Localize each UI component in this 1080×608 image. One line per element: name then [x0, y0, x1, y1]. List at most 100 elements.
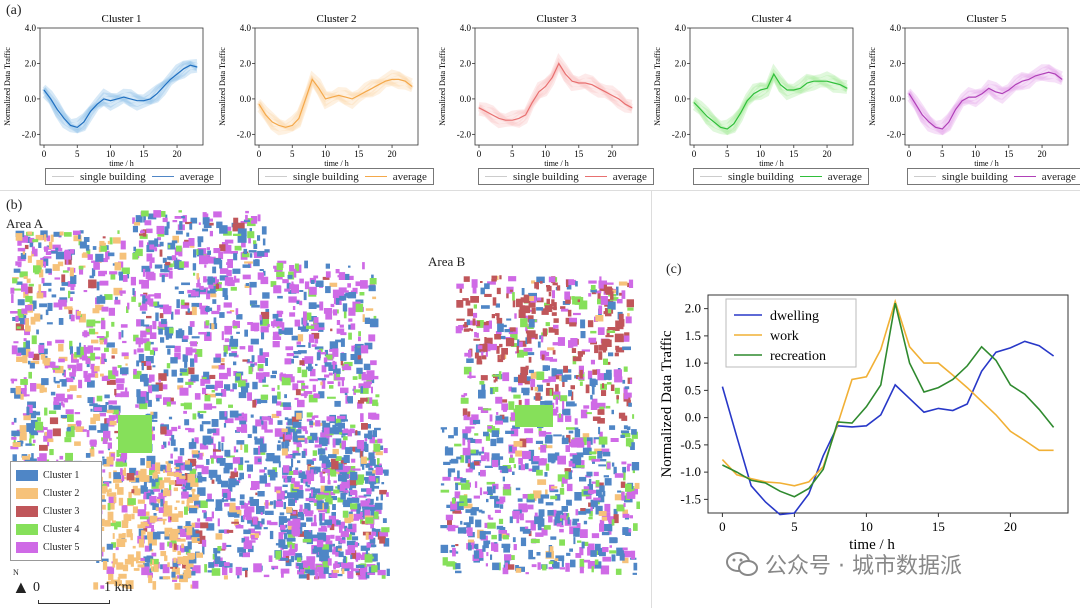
building [135, 470, 139, 476]
building [589, 509, 593, 517]
building [579, 381, 583, 386]
building [284, 490, 288, 494]
building [184, 462, 191, 470]
building [226, 529, 234, 533]
building [349, 485, 353, 491]
building [215, 474, 221, 482]
building [93, 262, 100, 270]
building [53, 401, 60, 405]
building [365, 471, 373, 476]
building [167, 256, 172, 260]
building [196, 283, 201, 288]
building [146, 365, 152, 370]
building [234, 415, 243, 421]
building [39, 269, 44, 278]
building [587, 543, 595, 551]
building [303, 291, 307, 301]
building [48, 241, 53, 249]
building [371, 531, 377, 536]
building [229, 502, 236, 508]
building [495, 420, 503, 425]
building [100, 245, 107, 252]
building [11, 421, 15, 425]
building [194, 522, 201, 528]
building [20, 253, 27, 260]
building [191, 565, 201, 574]
building [259, 348, 263, 356]
building [442, 557, 448, 566]
legend-single-label: single building [942, 170, 1008, 183]
building [240, 502, 246, 509]
building [286, 506, 293, 513]
building [355, 447, 364, 453]
building [143, 486, 148, 492]
building [538, 430, 547, 437]
building [13, 341, 19, 344]
building [349, 428, 355, 434]
building [288, 471, 298, 475]
building [481, 305, 490, 309]
building [340, 387, 349, 394]
building [93, 347, 101, 351]
x-tick-label: 10 [756, 149, 766, 159]
building [485, 531, 491, 535]
building [566, 281, 572, 290]
building [64, 306, 73, 310]
building [65, 452, 73, 461]
building [123, 514, 132, 521]
building [254, 398, 261, 404]
building [67, 414, 74, 422]
building [622, 513, 630, 518]
building [483, 540, 489, 549]
building [274, 486, 282, 493]
building [614, 494, 623, 501]
building [206, 499, 214, 502]
building [305, 497, 315, 502]
building [590, 330, 597, 334]
building [299, 278, 304, 284]
building [594, 345, 599, 354]
building [522, 350, 528, 356]
building [102, 438, 108, 444]
building [518, 309, 526, 318]
building [200, 378, 205, 386]
building [99, 527, 105, 531]
building [316, 280, 324, 287]
building [333, 471, 340, 474]
building [223, 302, 232, 308]
building [30, 419, 38, 429]
building [509, 457, 515, 463]
building [123, 476, 127, 480]
building [479, 343, 488, 352]
building [331, 461, 339, 470]
building [265, 510, 274, 515]
building [140, 294, 147, 297]
north-arrow-icon: ▲ [12, 577, 30, 597]
building [138, 302, 142, 307]
building [328, 372, 333, 376]
building [474, 557, 481, 561]
building [572, 356, 582, 362]
building [148, 341, 154, 345]
building [146, 492, 151, 500]
building [341, 440, 346, 450]
building [305, 430, 308, 434]
building [207, 250, 211, 255]
building [211, 310, 220, 315]
building [322, 276, 330, 280]
building [187, 541, 192, 550]
building [286, 353, 294, 357]
building [528, 319, 535, 328]
building [579, 476, 587, 482]
building [145, 271, 155, 280]
building [546, 285, 552, 292]
building [25, 286, 33, 294]
building [485, 351, 488, 357]
building [342, 419, 348, 422]
building [609, 425, 616, 430]
building [474, 461, 480, 466]
building [20, 379, 28, 385]
building [291, 488, 300, 491]
building [193, 249, 197, 258]
building [633, 562, 638, 571]
